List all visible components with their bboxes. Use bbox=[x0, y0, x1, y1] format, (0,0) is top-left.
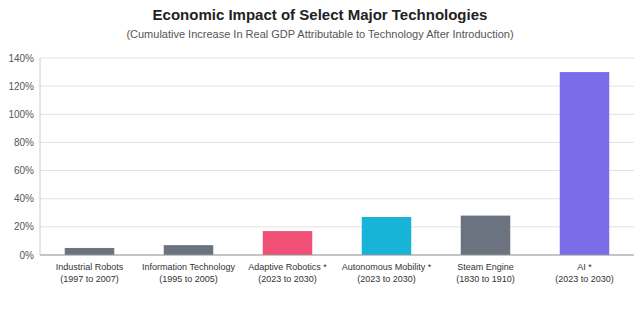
grid-line bbox=[40, 142, 634, 143]
grid-line bbox=[40, 58, 634, 59]
x-tick-label: Autonomous Mobility *(2023 to 2030) bbox=[342, 262, 432, 284]
x-tick-label: AI *(2023 to 2030) bbox=[555, 262, 614, 284]
grid-line bbox=[40, 170, 634, 171]
chart: Economic Impact of Select Major Technolo… bbox=[0, 0, 640, 311]
grid-line bbox=[40, 226, 634, 227]
bar bbox=[65, 248, 115, 255]
y-tick-label: 140% bbox=[8, 53, 34, 64]
y-tick-label: 60% bbox=[14, 165, 34, 176]
title: Economic Impact of Select Major Technolo… bbox=[153, 6, 488, 23]
y-tick-label: 100% bbox=[8, 109, 34, 120]
x-axis-line bbox=[40, 255, 634, 256]
x-tick-label: Steam Engine(1830 to 1910) bbox=[456, 262, 515, 284]
grid-line bbox=[40, 114, 634, 115]
grid-line bbox=[40, 198, 634, 199]
x-tick-label: Industrial Robots(1997 to 2007) bbox=[56, 262, 124, 284]
y-tick-label: 120% bbox=[8, 81, 34, 92]
x-axis: Industrial Robots(1997 to 2007) Informati… bbox=[56, 262, 614, 284]
y-tick-label: 40% bbox=[14, 193, 34, 204]
x-tick-label: Adaptive Robotics *(2023 to 2030) bbox=[248, 262, 327, 284]
bar bbox=[263, 231, 313, 255]
grid-line bbox=[40, 86, 634, 87]
bar bbox=[461, 216, 511, 255]
subtitle: (Cumulative Increase In Real GDP Attribu… bbox=[126, 28, 513, 40]
bar bbox=[164, 245, 214, 255]
x-tick-label: Information Technology(1995 to 2005) bbox=[142, 262, 235, 284]
y-tick-label: 20% bbox=[14, 221, 34, 232]
bar bbox=[362, 217, 412, 255]
bars bbox=[65, 72, 610, 255]
bar bbox=[560, 72, 610, 255]
y-tick-label: 0% bbox=[20, 250, 35, 261]
y-axis: 0% 20% 40% 60% 80% 100% 120% 140% bbox=[8, 53, 634, 261]
grid-line bbox=[40, 255, 634, 256]
y-tick-label: 80% bbox=[14, 137, 34, 148]
y-axis-line bbox=[40, 58, 41, 255]
